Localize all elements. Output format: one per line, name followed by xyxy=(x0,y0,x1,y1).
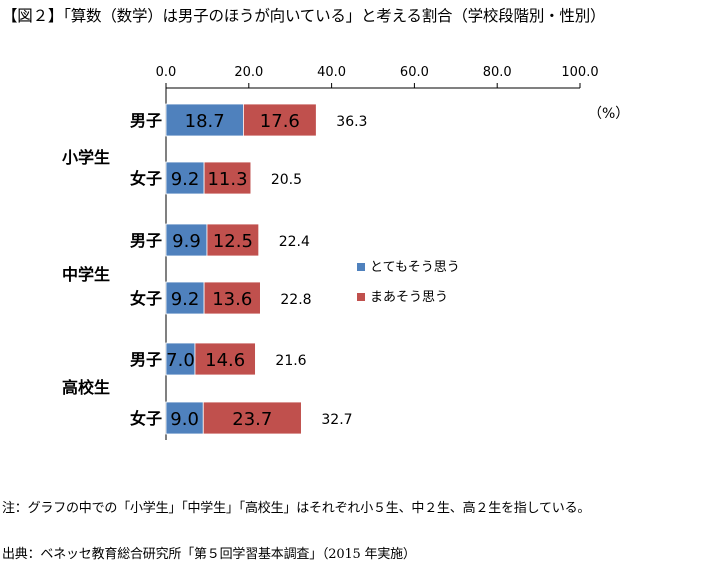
bar-total-label: 21.6 xyxy=(275,353,306,369)
bar-value-label: 11.3 xyxy=(207,169,247,190)
x-axis: 0.0 20.0 40.0 60.0 80.0 100.0 xyxy=(156,65,599,440)
footnote: 注：グラフの中での「小学生」「中学生」「高校生」はそれぞれ小５生、中２生、高２生… xyxy=(2,501,591,516)
bar-value-label: 23.7 xyxy=(232,409,272,430)
bar-total-label: 22.4 xyxy=(279,234,310,250)
bar-value-label: 13.6 xyxy=(212,289,252,310)
category-label: 女子 xyxy=(130,409,162,428)
bar-total-label: 22.8 xyxy=(280,292,311,308)
bar-total-label: 36.3 xyxy=(336,114,367,130)
stacked-bar-chart: 0.0 20.0 40.0 60.0 80.0 100.0 18.7 17.6 36.3 男子 9… xyxy=(62,65,629,440)
unit-label: （%） xyxy=(588,106,629,122)
bar-segment-somewhat-agree xyxy=(202,401,302,435)
chart-title: 【図２】「算数（数学）は男子のほうが向いている」と考える割合（学校段階別・性別） xyxy=(2,7,606,25)
group-label: 高校生 xyxy=(62,378,110,397)
category-label: 男子 xyxy=(130,111,162,130)
bar-total-label: 32.7 xyxy=(321,412,352,428)
legend-label: とてもそう思う xyxy=(370,260,460,275)
x-tick-label: 0.0 xyxy=(156,65,177,80)
category-label: 女子 xyxy=(130,289,162,308)
bars xyxy=(165,103,317,435)
x-tick-label: 20.0 xyxy=(234,65,263,80)
x-tick-label: 100.0 xyxy=(561,65,598,80)
bar-segment-somewhat-agree xyxy=(203,281,261,315)
legend-label: まあそう思う xyxy=(370,290,448,305)
bar-value-label: 9.0 xyxy=(170,409,199,430)
bar-total-label: 20.5 xyxy=(271,172,302,188)
bar-value-label: 9.2 xyxy=(171,169,200,190)
group-label: 中学生 xyxy=(62,265,110,284)
bar-segment-somewhat-agree xyxy=(194,342,256,376)
bar-segment-somewhat-agree xyxy=(243,103,317,137)
bar-value-label: 12.5 xyxy=(213,231,253,252)
bar-value-label: 9.2 xyxy=(171,289,200,310)
bar-value-label: 9.9 xyxy=(172,231,201,252)
bar-value-label: 14.6 xyxy=(205,350,245,371)
category-label: 男子 xyxy=(130,231,162,250)
category-label: 男子 xyxy=(130,350,162,369)
legend-swatch xyxy=(357,263,365,271)
bar-segment-somewhat-agree xyxy=(203,161,252,195)
legend-swatch xyxy=(357,293,365,301)
x-tick-label: 80.0 xyxy=(483,65,512,80)
x-tick-label: 40.0 xyxy=(317,65,346,80)
group-label: 小学生 xyxy=(62,148,110,167)
bar-value-label: 7.0 xyxy=(166,350,195,371)
source-note: 出典：ベネッセ教育総合研究所「第５回学習基本調査」（2015 年実施） xyxy=(2,547,416,562)
x-tick-label: 60.0 xyxy=(400,65,429,80)
category-label: 女子 xyxy=(130,169,162,188)
bar-value-label: 17.6 xyxy=(260,111,300,132)
bar-value-label: 18.7 xyxy=(185,111,225,132)
bar-segment-somewhat-agree xyxy=(206,223,260,257)
labels: 18.7 17.6 36.3 男子 9.2 11.3 20.5 女子 9.9 12.5 22.4 男子… xyxy=(62,111,367,430)
